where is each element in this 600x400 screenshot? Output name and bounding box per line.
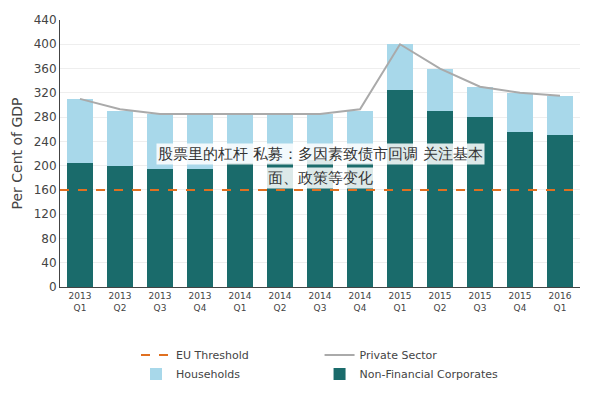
svg-text:Private Sector: Private Sector: [360, 349, 438, 362]
svg-text:2013Q3: 2013Q3: [149, 291, 172, 313]
svg-text:280: 280: [34, 110, 57, 124]
svg-text:面、政策等变化: 面、政策等变化: [268, 169, 373, 187]
svg-text:EU Threshold: EU Threshold: [176, 349, 249, 362]
svg-text:2013Q4: 2013Q4: [189, 291, 212, 313]
svg-text:Per Cent of GDP: Per Cent of GDP: [9, 98, 25, 210]
svg-text:200: 200: [34, 159, 57, 173]
svg-text:360: 360: [34, 62, 57, 76]
svg-text:2015Q4: 2015Q4: [509, 291, 532, 313]
svg-text:2013Q1: 2013Q1: [69, 291, 92, 313]
svg-text:2014Q3: 2014Q3: [309, 291, 332, 313]
svg-text:2015Q3: 2015Q3: [469, 291, 492, 313]
svg-text:股票里的杠杆 私募：多因素致债市回调 关注基本: 股票里的杠杆 私募：多因素致债市回调 关注基本: [158, 145, 483, 163]
svg-text:2013Q2: 2013Q2: [109, 291, 132, 313]
svg-text:80: 80: [41, 232, 56, 246]
svg-text:240: 240: [34, 135, 57, 149]
svg-text:2014Q2: 2014Q2: [269, 291, 292, 313]
svg-text:40: 40: [41, 256, 56, 270]
svg-text:440: 440: [34, 13, 57, 27]
svg-text:120: 120: [34, 207, 57, 221]
svg-text:2016Q1: 2016Q1: [549, 291, 572, 313]
svg-text:2014Q1: 2014Q1: [229, 291, 252, 313]
svg-text:Non-Financial Corporates: Non-Financial Corporates: [360, 368, 499, 381]
svg-text:160: 160: [34, 183, 57, 197]
svg-text:400: 400: [34, 37, 57, 51]
svg-text:320: 320: [34, 86, 57, 100]
svg-text:Households: Households: [176, 368, 240, 381]
svg-text:2015Q2: 2015Q2: [429, 291, 452, 313]
svg-text:0: 0: [49, 280, 57, 294]
svg-text:2014Q4: 2014Q4: [349, 291, 372, 313]
svg-text:2015Q1: 2015Q1: [389, 291, 412, 313]
